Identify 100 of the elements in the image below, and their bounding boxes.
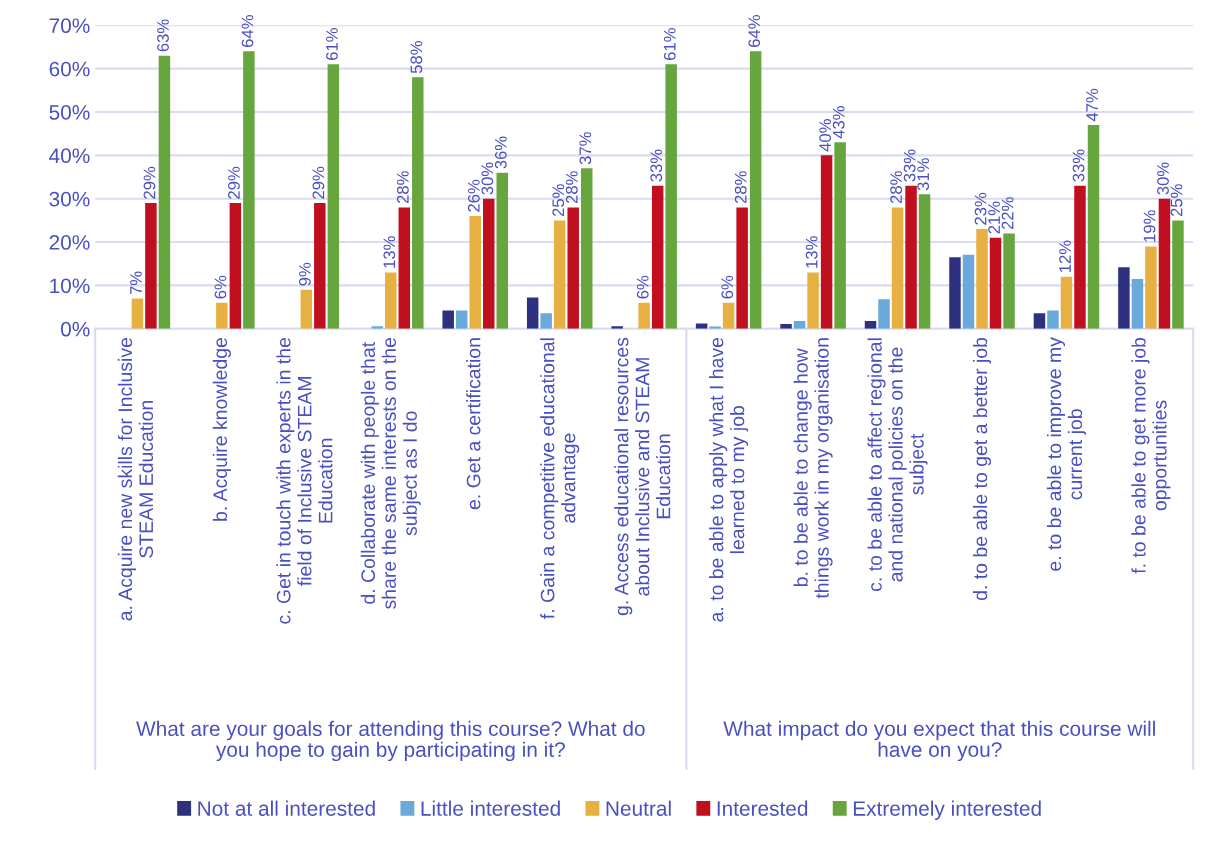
bar — [580, 168, 593, 329]
data-label: 25% — [1170, 184, 1183, 217]
data-label: 13% — [383, 236, 396, 268]
bar — [1003, 233, 1015, 329]
bar — [749, 51, 762, 329]
data-label: 40% — [819, 119, 832, 152]
x-tick-label: g. Access educational resources about Inclusive and STEAM Education — [614, 337, 671, 616]
x-tick-label: e. Get a certification — [466, 338, 481, 510]
bar — [638, 302, 650, 329]
x-tick-label: b. Acquire knowledge — [212, 337, 231, 521]
y-tick-label: 10% — [50, 278, 90, 294]
x-tick-label: f. to be able to get more job opportunities — [1131, 337, 1171, 574]
bar — [651, 185, 664, 329]
bar — [834, 142, 846, 329]
data-label: 47% — [1086, 88, 1098, 122]
data-label: 30% — [1157, 162, 1169, 195]
data-label: 33% — [650, 149, 663, 182]
bar — [385, 272, 397, 329]
bar — [1047, 310, 1059, 329]
y-tick-label: 70% — [49, 18, 90, 34]
y-tick-label: 60% — [49, 61, 90, 77]
data-label: 12% — [1059, 240, 1071, 273]
y-tick-label: 20% — [49, 235, 90, 250]
data-label: 63% — [157, 19, 169, 52]
y-tick-label: 40% — [49, 148, 90, 164]
bar — [314, 203, 326, 329]
data-label: 6% — [214, 275, 227, 299]
bar — [1131, 278, 1144, 329]
data-label: 33% — [903, 149, 916, 182]
legend-label: Neutral — [606, 800, 671, 816]
bar — [905, 185, 917, 329]
data-label: 33% — [1072, 149, 1085, 182]
bar — [229, 203, 242, 329]
text: What are your goals for attending this course? What do you hope to gain by participating in it? — [136, 720, 645, 762]
data-label: 58% — [410, 41, 423, 74]
data-label: 36% — [494, 136, 507, 169]
x-tick-label: c. Get in touch with experts in the field of Inclusive STEAM Education — [276, 337, 333, 624]
data-label: 28% — [396, 171, 409, 204]
bar — [553, 220, 566, 329]
data-label: 19% — [1143, 210, 1156, 242]
y-tick-label: 50% — [49, 105, 90, 120]
data-label: 64% — [241, 15, 254, 47]
bar — [131, 298, 144, 329]
x-tick-label: d. to be able to get a better job — [972, 337, 992, 601]
data-label: 30% — [481, 162, 494, 195]
data-label: 28% — [734, 171, 747, 204]
bar — [962, 254, 975, 329]
data-label: 29% — [312, 166, 325, 199]
x-tick-label: b. to be able to change how things work in my organisation — [793, 338, 833, 599]
bar — [1172, 220, 1184, 329]
data-label: 28% — [890, 171, 903, 204]
data-label: 29% — [143, 166, 156, 199]
bar — [736, 207, 748, 329]
bar — [158, 55, 171, 329]
data-label: 64% — [748, 15, 761, 47]
x-tick-label: e. to be able to improve my current job — [1046, 337, 1086, 571]
bar — [918, 194, 931, 329]
bar — [1145, 246, 1157, 329]
text: What impact do you expect that this course will have on you? — [723, 720, 1155, 762]
data-label: 7% — [130, 271, 142, 295]
bar — [891, 207, 904, 329]
bar — [807, 272, 819, 329]
data-label: 61% — [326, 28, 338, 60]
bar — [1060, 276, 1073, 329]
bar — [300, 289, 313, 329]
data-label: 13% — [805, 236, 818, 268]
data-label: 9% — [298, 262, 311, 286]
bar — [483, 198, 495, 329]
legend-label: Extremely interested — [853, 800, 1041, 821]
x-tick-label: d. Collaborate with people that share the same interests on the subject as I do — [360, 337, 421, 609]
bar — [1074, 185, 1086, 329]
bar — [145, 203, 157, 329]
data-label: 21% — [988, 201, 1000, 234]
bar — [412, 77, 424, 329]
legend-label: Little interested — [421, 800, 560, 816]
bar — [327, 64, 340, 329]
x-tick-label: a. to be able to apply what I have learned to my job — [709, 337, 749, 622]
data-label: 61% — [663, 28, 676, 60]
bar — [989, 237, 1002, 329]
bar — [976, 229, 988, 329]
x-tick-label: c. to be able to affect regional and national policies on the subject — [867, 338, 928, 592]
bar — [398, 207, 411, 329]
legend-label: Interested — [717, 800, 808, 816]
bar — [820, 155, 833, 329]
data-label: 29% — [228, 166, 240, 199]
data-label: 6% — [636, 275, 649, 299]
bar — [469, 216, 481, 329]
data-label: 31% — [917, 158, 930, 191]
bar — [1158, 198, 1171, 329]
bar — [496, 172, 509, 329]
legend-label: Not at all interested — [198, 800, 375, 816]
x-tick-label: f. Gain a competitive educational advantage — [540, 338, 580, 619]
data-label: 22% — [1001, 197, 1014, 230]
bar — [722, 302, 735, 329]
bar — [878, 299, 890, 329]
bar — [216, 302, 228, 329]
bar — [243, 51, 255, 329]
bar — [442, 310, 454, 329]
y-tick-label: 0% — [61, 321, 90, 337]
data-label: 28% — [565, 171, 578, 204]
